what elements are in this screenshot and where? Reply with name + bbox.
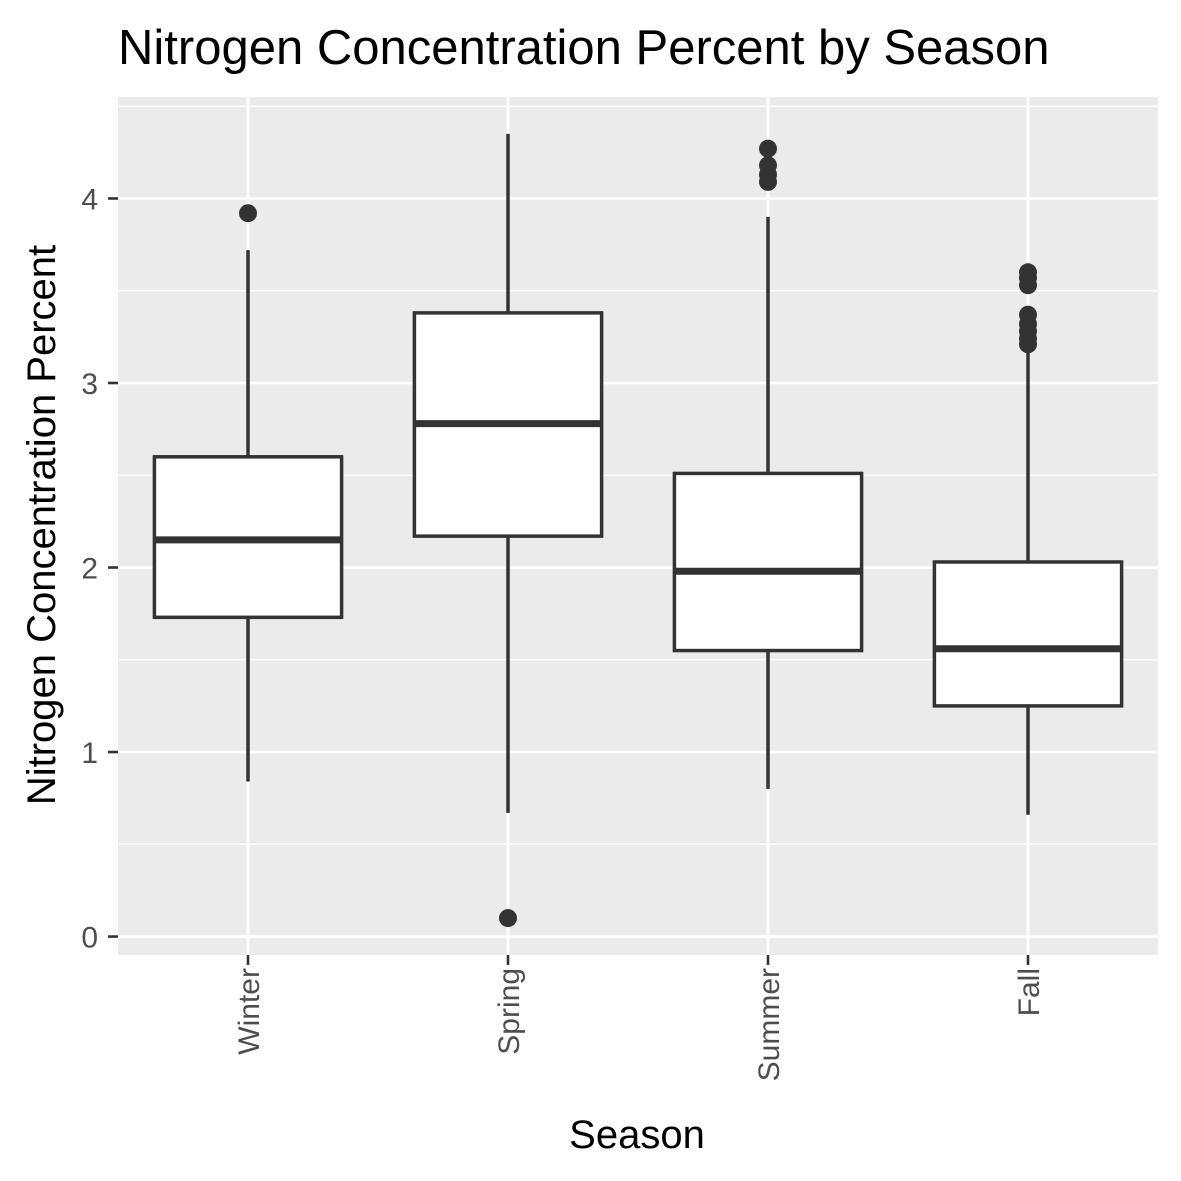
y-tick-label: 4 [81,183,98,216]
plot-area: 0 1 2 3 4 Winter Spring Summer Fall [81,97,1158,1081]
y-axis-title: Nitrogen Concentration Percent [20,245,64,805]
box-iqr [932,560,1124,708]
outlier-point [239,204,257,223]
outlier-point [759,139,777,158]
y-tick-label: 0 [81,922,98,955]
y-tick-label: 1 [81,737,98,770]
y-tick-label: 3 [81,368,98,401]
box-iqr [672,471,864,653]
outlier-point [1019,263,1037,282]
x-tick-label: Spring [493,968,526,1055]
outlier-point [499,909,517,928]
outlier-point [1019,305,1037,324]
chart-title: Nitrogen Concentration Percent by Season [118,21,1050,75]
y-tick-label: 2 [81,553,98,586]
outlier-point [759,156,777,175]
x-tick-label: Winter [233,968,266,1055]
x-tick-label: Fall [1013,968,1046,1016]
x-axis-title: Season [569,1113,705,1157]
x-tick-label: Summer [753,968,786,1081]
